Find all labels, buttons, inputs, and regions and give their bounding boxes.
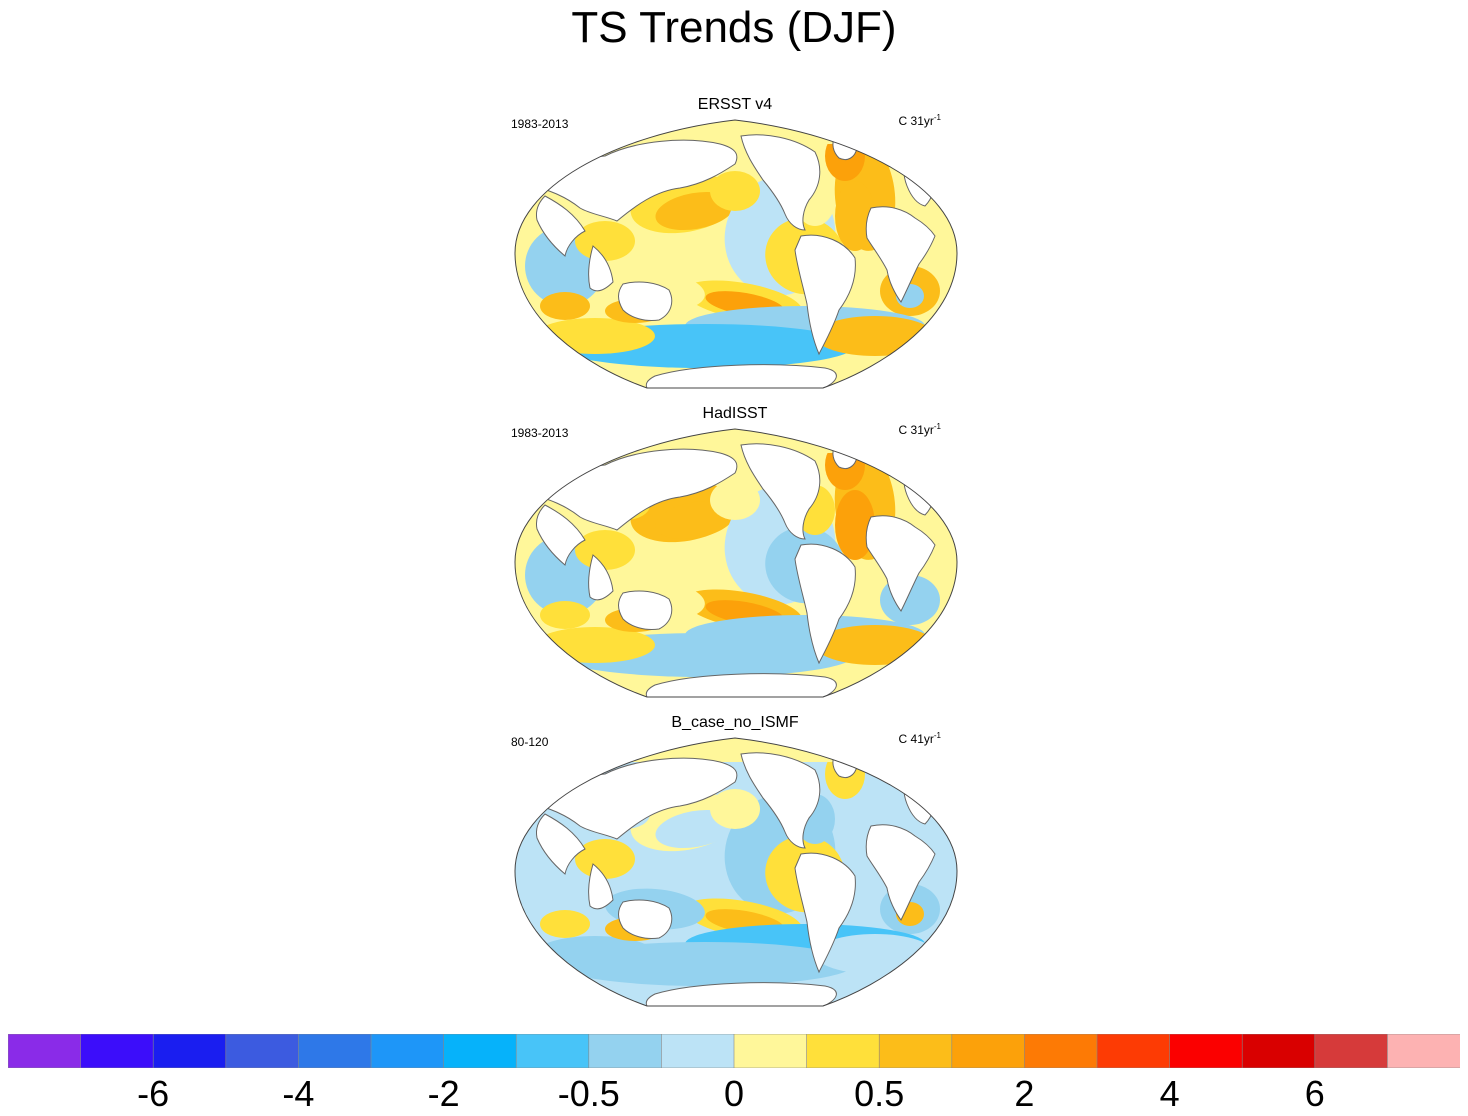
land-mass (832, 752, 858, 779)
world-map (514, 119, 958, 389)
colorbar-swatch (1024, 1034, 1098, 1068)
trend-region (540, 910, 590, 938)
world-map (514, 428, 958, 698)
land-mass (794, 852, 856, 974)
colorbar-tick-label: 4 (1159, 1073, 1180, 1114)
trend-region (535, 936, 655, 972)
trend-region (710, 171, 760, 211)
land-mass (832, 134, 858, 161)
arctic-strip (565, 738, 905, 762)
arctic-strip (565, 120, 905, 144)
land-mass (794, 543, 856, 665)
colorbar-swatch (225, 1034, 300, 1068)
trend-region (835, 490, 875, 560)
land-mass (794, 234, 856, 356)
land-mass (618, 590, 673, 630)
trend-region (535, 318, 655, 354)
panel-period: 1983-2013 (511, 426, 569, 440)
panel-period: 80-120 (511, 735, 549, 749)
map-panel-model: B_case_no_ISMF 80-120 C 41yr-1 (505, 714, 965, 1014)
colorbar-swatch (298, 1034, 372, 1068)
land-mass (588, 245, 614, 292)
trend-region (575, 530, 635, 570)
colorbar-swatch (370, 1034, 445, 1068)
colorbar-swatch (878, 1034, 953, 1068)
colorbar-swatch (1169, 1034, 1243, 1068)
colorbar-swatch (733, 1034, 808, 1068)
page-title: TS Trends (DJF) (571, 3, 897, 52)
colorbar (8, 1034, 1460, 1068)
land-mass (536, 195, 586, 257)
panel-title: ERSST v4 (697, 96, 773, 113)
land-mass (536, 504, 586, 566)
map-panel-hadisst: HadISST 1983-2013 C 31yr-1 (505, 405, 965, 705)
land-mass (832, 443, 858, 470)
land-mass (740, 134, 821, 231)
colorbar-swatch (515, 1034, 590, 1068)
trend-region (835, 799, 875, 869)
arctic-strip (565, 429, 905, 453)
panel-units: C 31yr-1 (898, 113, 941, 128)
colorbar-swatch (152, 1034, 227, 1068)
panel-title: B_case_no_ISMF (671, 714, 799, 731)
colorbar-tick-label: 6 (1304, 1073, 1325, 1114)
land-mass (618, 899, 673, 939)
colorbar-swatch (1096, 1034, 1171, 1068)
map-border (514, 428, 958, 698)
land-mass (588, 554, 614, 601)
land-mass (645, 982, 837, 1006)
colorbar-swatch (1387, 1034, 1460, 1068)
trend-region (710, 480, 760, 520)
map-border (514, 737, 958, 1007)
trend-region (710, 789, 760, 829)
colorbar-tick-label: -2 (427, 1073, 460, 1114)
colorbar-tick-label: 2 (1014, 1073, 1035, 1114)
land-mass (588, 863, 614, 910)
colorbar-tick-label: -4 (282, 1073, 315, 1114)
panel-units: C 31yr-1 (898, 422, 941, 437)
panel-period: 1983-2013 (511, 117, 569, 131)
trend-region (835, 181, 875, 251)
land-mass (865, 206, 936, 303)
colorbar-swatch (661, 1034, 735, 1068)
trend-region (540, 292, 590, 320)
land-mass (536, 813, 586, 875)
colorbar-swatch (951, 1034, 1026, 1068)
land-mass (645, 673, 837, 697)
colorbar-swatch (1314, 1034, 1389, 1068)
trend-region (575, 839, 635, 879)
land-mass (865, 515, 936, 612)
trend-region (535, 627, 655, 663)
land-mass (740, 443, 821, 540)
map-panel-ersst: ERSST v4 1983-2013 C 31yr-1 (505, 96, 965, 396)
trend-region (575, 221, 635, 261)
panel-units: C 41yr-1 (898, 731, 941, 746)
land-mass (618, 281, 673, 321)
colorbar-tick-label: -0.5 (557, 1073, 620, 1114)
colorbar-swatch (8, 1034, 82, 1068)
colorbar-swatch (443, 1034, 517, 1068)
map-border (514, 119, 958, 389)
colorbar-swatch (1241, 1034, 1316, 1068)
world-map (514, 737, 958, 1007)
colorbar-swatch (80, 1034, 154, 1068)
colorbar-tick-label: 0.5 (854, 1073, 905, 1114)
trend-region (540, 601, 590, 629)
land-mass (865, 824, 936, 921)
colorbar-tick-label: -6 (137, 1073, 170, 1114)
panel-title: HadISST (702, 405, 768, 422)
colorbar-tick-label: 0 (723, 1073, 745, 1114)
land-mass (645, 364, 837, 388)
colorbar-swatch (588, 1034, 663, 1068)
colorbar-swatch (806, 1034, 880, 1068)
land-mass (740, 752, 821, 849)
